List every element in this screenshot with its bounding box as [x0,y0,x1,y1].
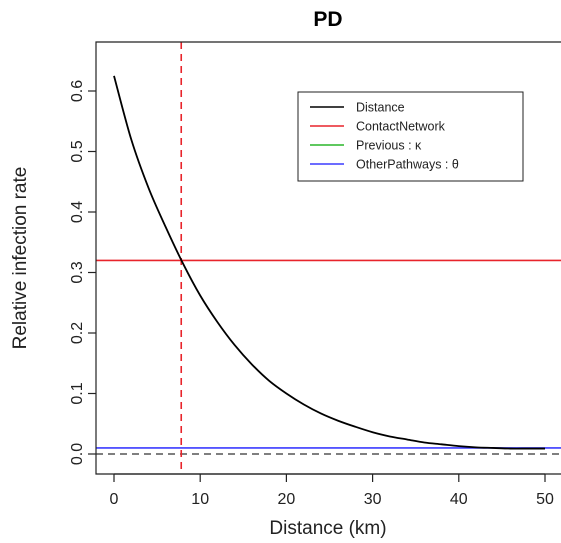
legend-label-previous: Previous : κ [356,139,422,153]
y-tick-label: 0.4 [69,201,86,223]
y-tick-label: 0.6 [69,80,86,102]
legend-label-distance: Distance [356,101,405,115]
x-tick-label: 20 [278,491,296,508]
y-tick-label: 0.2 [69,322,86,344]
y-axis: 0.0 0.1 0.2 0.3 0.4 0.5 0.6 [69,80,96,465]
y-tick-label: 0.3 [69,261,86,283]
legend-label-otherpathways: OtherPathways : θ [356,158,459,172]
x-tick-label: 50 [536,491,554,508]
x-axis-title: Distance (km) [269,518,386,539]
y-tick-label: 0.5 [69,140,86,162]
legend-label-contactnetwork: ContactNetwork [356,120,446,134]
plot-area [96,42,561,474]
y-axis-title: Relative infection rate [10,167,31,350]
plot-frame [95,41,561,475]
x-tick-label: 0 [110,491,119,508]
series-distance-line [113,75,545,450]
x-tick-label: 40 [450,491,468,508]
chart-title: PD [313,8,342,31]
y-tick-label: 0.1 [69,382,86,404]
x-tick-label: 30 [364,491,382,508]
legend: Distance ContactNetwork Previous : κ OtherP… [297,91,524,182]
y-tick-label: 0.0 [69,443,86,465]
x-tick-label: 10 [191,491,209,508]
x-axis: 0 10 20 30 40 50 [110,473,554,508]
